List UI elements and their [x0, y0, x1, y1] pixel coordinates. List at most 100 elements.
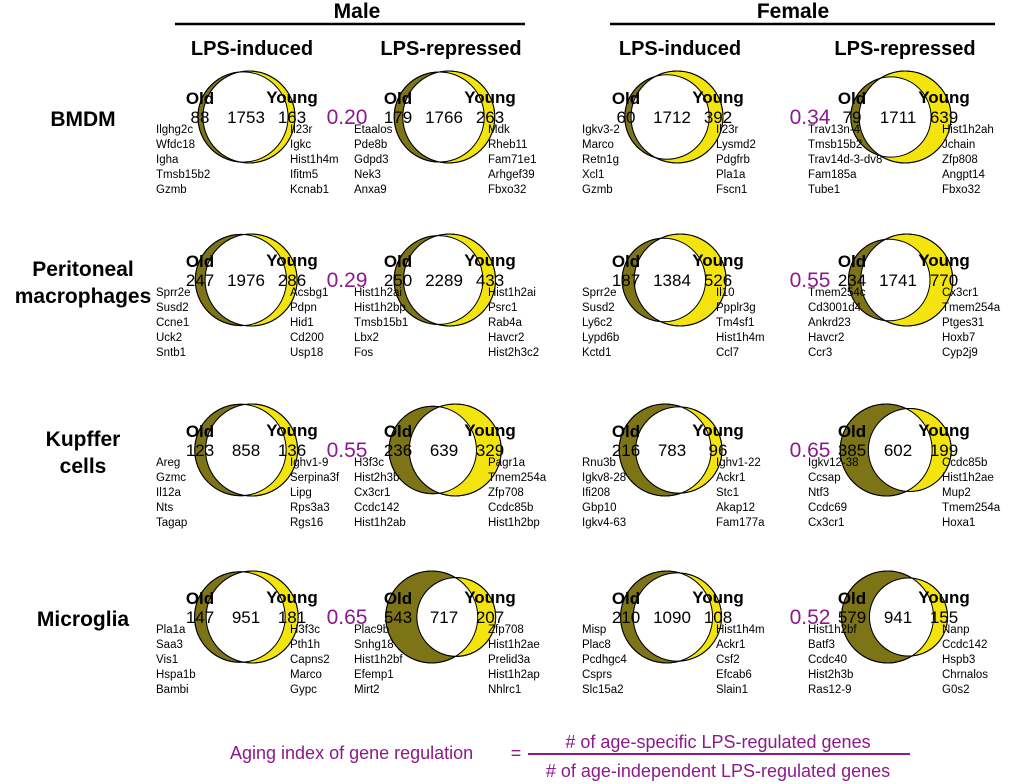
old-count: 385	[838, 441, 866, 460]
shared-region	[403, 235, 483, 325]
old-count: 147	[186, 608, 214, 627]
young-gene-name: Mup2	[942, 487, 971, 499]
old-count: 187	[612, 271, 640, 290]
shared-region	[409, 406, 477, 494]
old-count: 543	[384, 608, 412, 627]
aging-index-value: 0.20	[327, 106, 368, 129]
young-label: Young	[692, 88, 744, 107]
young-outline	[858, 70, 952, 164]
old-gene-name: H3f3c	[354, 457, 384, 469]
old-gene-name: Misp	[582, 624, 606, 636]
young-count: 96	[709, 441, 728, 460]
old-gene-name: Uck2	[156, 332, 182, 344]
shared-count: 1712	[653, 108, 691, 127]
old-gene-name: Retn1g	[582, 154, 619, 166]
young-gene-name: Nanp	[942, 624, 970, 636]
old-count: 210	[612, 608, 640, 627]
old-gene-name: Ifi208	[582, 487, 610, 499]
young-gene-name: Igkc	[290, 139, 311, 151]
shared-count: 941	[884, 608, 912, 627]
young-gene-name: Hist1h2ai	[488, 287, 536, 299]
old-outline	[388, 405, 477, 495]
old-gene-name: Efemp1	[354, 669, 394, 681]
shared-count: 639	[430, 441, 458, 460]
condition-header: LPS-repressed	[834, 38, 975, 60]
old-gene-name: Csprs	[582, 669, 612, 681]
young-label: Young	[918, 251, 970, 270]
young-gene-name: Cyp2j9	[942, 347, 978, 359]
young-label: Young	[918, 88, 970, 107]
old-gene-name: Gdpd3	[354, 154, 389, 166]
young-count: 329	[476, 441, 504, 460]
old-gene-name: Trav14d-3-dv8	[808, 154, 882, 166]
venn-panel: Old Young 234 1741 770 Tmem254c Cd3001d4 Ankrd2…	[808, 233, 1001, 359]
young-gene-name: Tm4sf1	[716, 317, 754, 329]
row-label: Peritoneal	[32, 258, 134, 281]
old-count: 236	[384, 441, 412, 460]
shared-count: 783	[658, 441, 686, 460]
young-gene-name: Csf2	[716, 654, 740, 666]
young-gene-name: Ptges31	[942, 317, 984, 329]
young-outline	[408, 403, 502, 497]
old-gene-name: Igkv12-38	[808, 457, 859, 469]
aging-index-value: 0.52	[790, 606, 831, 629]
old-gene-name: Susd2	[156, 302, 189, 314]
shared-count: 951	[232, 608, 260, 627]
old-gene-name: Gzmb	[582, 184, 613, 196]
venn-panel: Old Young 247 1976 286 Sprr2e Susd2 Ccne1 Uck2 Sn…	[156, 233, 328, 359]
old-gene-name: Ccsap	[808, 472, 841, 484]
old-gene-name: Ly6c2	[582, 317, 612, 329]
young-count: 433	[476, 271, 504, 290]
old-count: 247	[186, 271, 214, 290]
young-outline	[860, 233, 954, 327]
condition-header: LPS-induced	[619, 38, 741, 60]
old-count: 250	[384, 271, 412, 290]
young-gene-name: Rab4a	[488, 317, 522, 329]
young-gene-name: Fbxo32	[488, 184, 526, 196]
young-count: 392	[704, 108, 732, 127]
old-label: Old	[612, 422, 640, 441]
old-label: Old	[838, 252, 866, 271]
shared-region	[633, 572, 713, 662]
young-outline	[868, 577, 949, 657]
old-label: Old	[612, 589, 640, 608]
young-count: 639	[930, 108, 958, 127]
young-label: Young	[918, 588, 970, 607]
young-gene-name: Fam177a	[716, 517, 765, 529]
venn-panel: Old Young 543 717 207 Plac9b Snhg18 Hist1h2bf Ef…	[354, 570, 540, 696]
young-outline	[632, 572, 723, 662]
old-gene-name: Ccdc69	[808, 502, 847, 514]
young-gene-name: Serpina3f	[290, 472, 340, 484]
young-count: 181	[278, 608, 306, 627]
young-outline	[205, 570, 299, 664]
old-gene-name: Ankrd23	[808, 317, 851, 329]
old-gene-name: Igkv4-63	[582, 517, 626, 529]
young-gene-name: Lipg	[290, 487, 312, 499]
young-gene-name: Il23r	[716, 124, 739, 136]
young-gene-name: Prelid3a	[488, 654, 531, 666]
old-gene-name: Marco	[582, 139, 614, 151]
old-label: Old	[838, 589, 866, 608]
young-outline	[633, 233, 727, 327]
young-gene-name: Capns2	[290, 654, 330, 666]
old-label: Old	[838, 89, 866, 108]
shared-region	[631, 74, 710, 160]
old-outline	[618, 403, 712, 497]
young-label: Young	[266, 88, 318, 107]
young-gene-name: Il23r	[290, 124, 313, 136]
young-outline	[403, 233, 497, 327]
young-gene-name: Pdpn	[290, 302, 317, 314]
young-gene-name: Ppplr3g	[716, 302, 756, 314]
old-outline	[839, 403, 933, 497]
old-gene-name: Rnu3b	[582, 457, 616, 469]
young-gene-name: Hist1h4m	[290, 154, 339, 166]
young-gene-name: Efcab6	[716, 669, 752, 681]
young-gene-name: Hist1h2ae	[488, 639, 540, 651]
old-gene-name: Ccr3	[808, 347, 832, 359]
young-gene-name: H3f3c	[290, 624, 320, 636]
old-label: Old	[186, 252, 214, 271]
old-count: 179	[384, 108, 412, 127]
old-gene-name: Ccdc142	[354, 502, 399, 514]
young-gene-name: G0s2	[942, 684, 970, 696]
old-gene-name: Tmsb15b1	[354, 317, 408, 329]
